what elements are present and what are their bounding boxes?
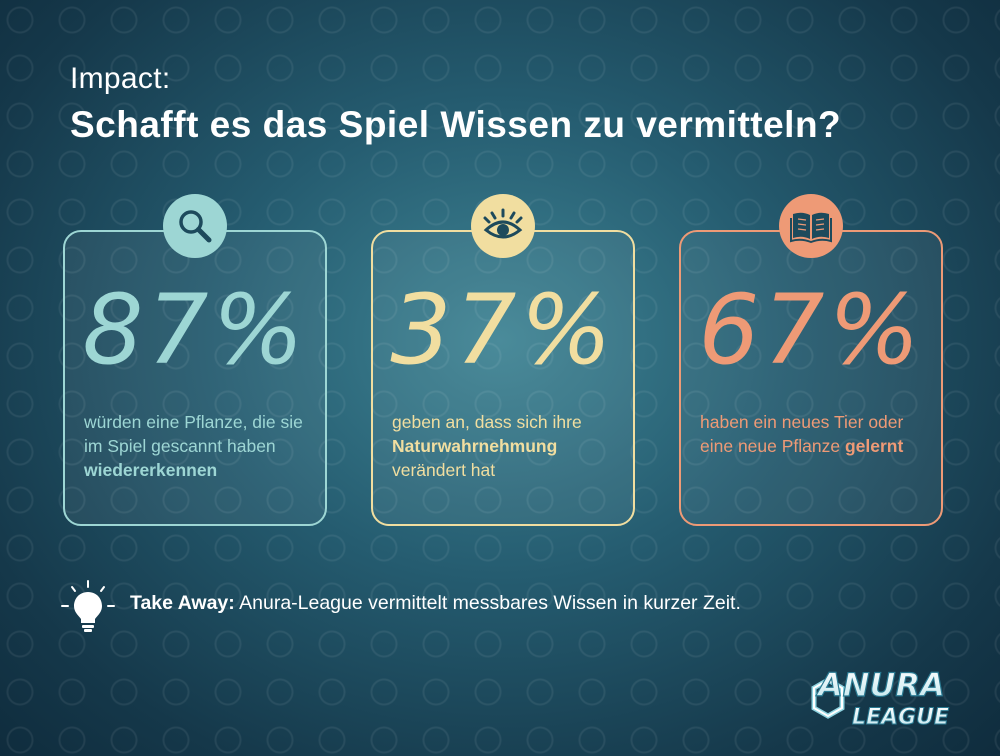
magnifier-icon: [163, 194, 227, 258]
logo-text-top: ANURA: [815, 666, 945, 704]
book-icon: [779, 194, 843, 258]
page-title: Schafft es das Spiel Wissen zu vermittel…: [70, 104, 842, 145]
takeaway-text: Take Away: Anura-League vermittelt messb…: [130, 592, 741, 614]
stat-percent: 87%: [82, 274, 308, 386]
header-kicker: Impact:: [70, 62, 171, 95]
stat-card-learning: 67% haben ein neues Tier oder eine neue …: [679, 194, 943, 526]
stat-description: geben an, dass sich ihre Naturwahrnehmun…: [392, 412, 582, 480]
lightbulb-icon: [60, 578, 116, 639]
anura-league-logo: ANURA LEAGUE: [796, 658, 972, 739]
stat-description: würden eine Pflanze, die sie im Spiel ge…: [84, 412, 303, 480]
stat-description: haben ein neues Tier oder eine neue Pfla…: [700, 412, 904, 456]
eye-icon: [471, 194, 535, 258]
logo-text-bottom: LEAGUE: [852, 705, 949, 730]
stat-percent: 67%: [698, 274, 924, 386]
stat-percent: 37%: [390, 274, 616, 386]
stat-card-perception: 37% geben an, dass sich ihre Naturwahrne…: [371, 194, 635, 526]
stat-card-recognition: 87% würden eine Pflanze, die sie im Spie…: [63, 194, 327, 526]
